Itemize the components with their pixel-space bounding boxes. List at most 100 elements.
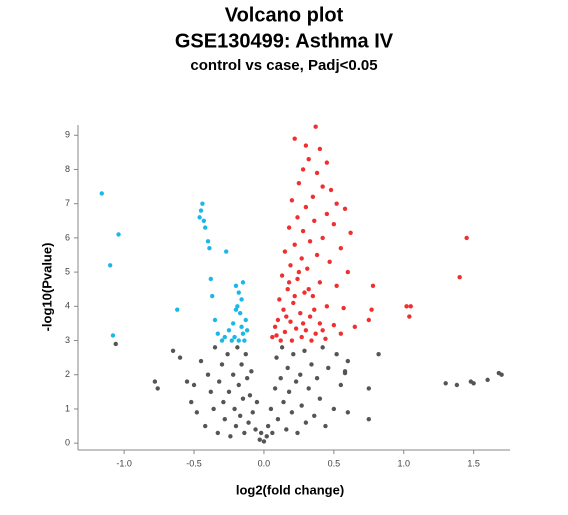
point	[281, 307, 286, 312]
point	[328, 187, 334, 193]
point	[303, 143, 309, 148]
point	[208, 276, 214, 282]
point	[345, 358, 351, 364]
point	[239, 362, 244, 367]
point	[366, 417, 371, 422]
point	[303, 420, 309, 425]
point	[293, 379, 299, 384]
point	[334, 352, 339, 357]
point	[237, 310, 243, 316]
point	[288, 319, 293, 324]
point	[200, 201, 205, 206]
point	[314, 170, 320, 176]
point	[215, 430, 221, 436]
point	[324, 304, 330, 309]
point	[485, 377, 490, 383]
point	[254, 399, 260, 405]
point	[222, 417, 227, 422]
point	[317, 280, 323, 285]
point	[184, 379, 190, 384]
y-tick-label: 5	[65, 266, 70, 276]
point	[342, 370, 348, 376]
point	[284, 314, 289, 319]
y-tick-label: 8	[65, 164, 70, 174]
point	[232, 406, 237, 412]
point	[278, 338, 283, 343]
point	[309, 338, 314, 343]
point	[302, 348, 307, 353]
point	[285, 365, 290, 371]
point	[279, 273, 285, 278]
point	[302, 290, 307, 295]
point	[286, 280, 292, 285]
point	[246, 420, 251, 425]
x-tick-label: 0.0	[258, 458, 271, 468]
point	[305, 266, 310, 271]
y-tick-label: 3	[65, 335, 70, 345]
point	[309, 362, 314, 367]
point	[331, 406, 337, 412]
point	[228, 434, 233, 439]
point	[211, 406, 216, 412]
y-axis-label: -log10(Pvalue)	[39, 243, 54, 332]
point	[366, 386, 371, 391]
point	[152, 379, 158, 384]
point	[345, 410, 351, 415]
point	[307, 239, 313, 244]
point	[348, 230, 353, 235]
point	[292, 242, 297, 247]
x-tick-label: 1.5	[467, 458, 480, 468]
point	[443, 381, 448, 386]
point	[205, 239, 211, 244]
point	[323, 423, 328, 429]
point	[313, 124, 318, 129]
point	[317, 321, 323, 326]
point	[288, 263, 293, 268]
point	[236, 382, 241, 388]
point	[342, 206, 348, 212]
point	[232, 334, 237, 340]
point	[116, 232, 121, 237]
point	[334, 201, 339, 206]
point	[233, 307, 239, 312]
point	[210, 293, 215, 299]
point	[298, 372, 303, 377]
point	[312, 218, 317, 223]
point	[310, 194, 316, 200]
point	[331, 222, 337, 227]
point	[242, 338, 247, 343]
point	[219, 338, 225, 343]
point	[233, 283, 239, 288]
point	[300, 167, 306, 172]
point	[225, 352, 230, 357]
point	[345, 269, 351, 275]
point	[272, 324, 278, 330]
point	[407, 314, 412, 319]
point	[217, 379, 222, 384]
point	[265, 423, 271, 429]
point	[296, 269, 302, 275]
point	[324, 211, 330, 217]
y-tick-label: 0	[65, 438, 70, 448]
point	[110, 333, 116, 338]
point	[298, 310, 303, 316]
point	[207, 245, 212, 251]
point	[334, 283, 339, 288]
point	[107, 263, 113, 268]
point	[324, 160, 330, 165]
point	[229, 338, 234, 343]
point	[292, 293, 297, 299]
point	[295, 430, 300, 436]
point	[299, 403, 304, 408]
point	[244, 328, 250, 333]
point	[317, 396, 323, 401]
point	[281, 399, 286, 405]
point	[306, 386, 311, 391]
point	[369, 307, 374, 312]
point	[307, 314, 313, 319]
point	[312, 413, 317, 418]
point	[264, 434, 269, 439]
point	[235, 304, 240, 309]
point	[289, 198, 295, 203]
point	[198, 358, 204, 364]
